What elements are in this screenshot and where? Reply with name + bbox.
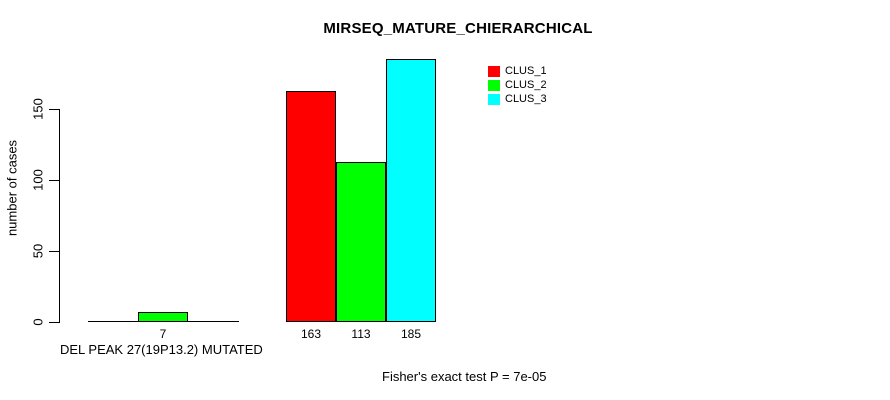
- bar-value-label: 7: [159, 327, 167, 341]
- legend-swatch-clus_2: [488, 79, 500, 91]
- legend-label: CLUS_3: [505, 93, 547, 105]
- y-tick: [49, 251, 59, 252]
- chart-title: MIRSEQ_MATURE_CHIERARCHICAL: [323, 20, 593, 37]
- pvalue-annotation: Fisher's exact test P = 7e-05: [382, 369, 547, 384]
- bar-clus_2-group2: [336, 162, 386, 322]
- y-tick-label: 0: [30, 318, 46, 326]
- bar-value-label: 163: [300, 327, 322, 341]
- legend-swatch-clus_1: [488, 65, 500, 77]
- legend-row: CLUS_1: [488, 64, 547, 78]
- legend-swatch-clus_3: [488, 93, 500, 105]
- legend-row: CLUS_2: [488, 78, 547, 92]
- y-tick-label: 50: [30, 243, 46, 259]
- bar-clus_1-group2: [286, 91, 336, 322]
- bar-clus_3-group1: [188, 321, 239, 322]
- bar-value-label: 113: [351, 327, 371, 341]
- x-axis-label: DEL PEAK 27(19P13.2) MUTATED: [60, 342, 263, 357]
- y-tick: [49, 180, 59, 181]
- bar-clus_3-group2: [386, 59, 436, 322]
- legend-label: CLUS_2: [505, 79, 547, 91]
- legend-label: CLUS_1: [505, 65, 547, 77]
- y-tick-label: 100: [30, 169, 46, 191]
- y-axis-line: [59, 109, 60, 323]
- bar-clus_1-group1: [88, 321, 139, 322]
- legend: CLUS_1 CLUS_2 CLUS_3: [488, 64, 547, 106]
- y-tick-label: 150: [30, 98, 46, 120]
- bar-clus_2-group1: [138, 312, 188, 322]
- y-axis-label: number of cases: [4, 139, 20, 237]
- bar-value-label: 185: [400, 327, 422, 341]
- y-tick: [49, 109, 59, 110]
- legend-row: CLUS_3: [488, 92, 547, 106]
- y-tick: [49, 322, 59, 323]
